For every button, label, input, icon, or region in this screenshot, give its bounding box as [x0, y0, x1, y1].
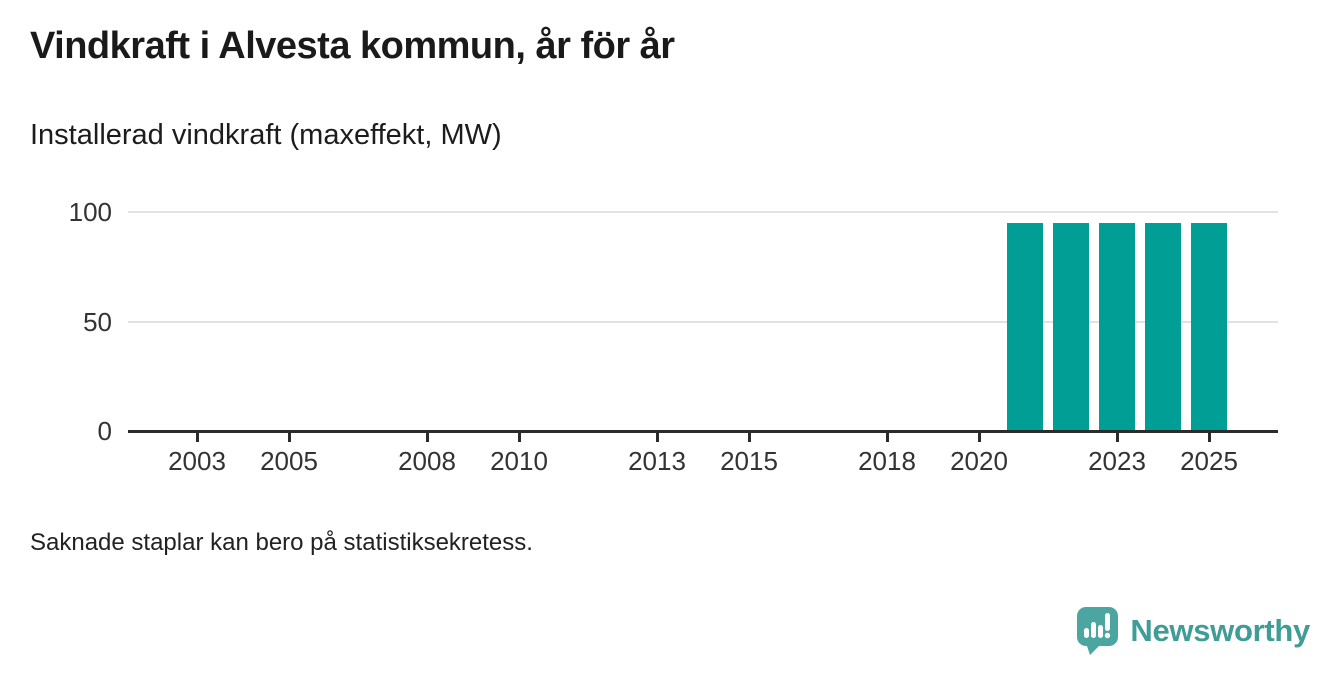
x-tick-2010: [517, 433, 521, 442]
x-axis-label-2013: 2013: [628, 446, 686, 476]
newsworthy-logo-icon: [1077, 607, 1119, 655]
chart-title: Vindkraft i Alvesta kommun, år för år: [30, 25, 675, 67]
chart-note: Saknade staplar kan bero på statistiksek…: [30, 529, 533, 556]
x-axis-label-2025: 2025: [1180, 446, 1238, 476]
newsworthy-logo-text: Newsworthy: [1130, 613, 1310, 648]
x-axis-label-2008: 2008: [398, 446, 456, 476]
bar-2024: [1145, 222, 1181, 431]
bar-2021: [1007, 222, 1043, 431]
x-tick-2018: [885, 433, 889, 442]
x-axis: [128, 430, 1278, 433]
y-axis-label-0: 0: [97, 416, 112, 446]
x-tick-2005: [287, 433, 291, 442]
bar-2025: [1191, 222, 1227, 431]
x-tick-2008: [425, 433, 429, 442]
x-tick-2025: [1207, 433, 1211, 442]
x-axis-label-2010: 2010: [490, 446, 548, 476]
x-axis-label-2015: 2015: [720, 446, 778, 476]
x-axis-label-2020: 2020: [950, 446, 1008, 476]
x-tick-2023: [1115, 433, 1119, 442]
x-axis-label-2005: 2005: [260, 446, 318, 476]
x-axis-label-2023: 2023: [1088, 446, 1146, 476]
x-tick-2013: [655, 433, 659, 442]
x-axis-label-2018: 2018: [858, 446, 916, 476]
bar-2023: [1099, 222, 1135, 431]
y-axis-label-50: 50: [83, 306, 112, 337]
x-tick-2003: [195, 433, 199, 442]
gridline-50: [128, 320, 1278, 323]
gridline-100: [128, 211, 1278, 213]
x-axis-label-2003: 2003: [168, 446, 226, 476]
x-tick-2020: [977, 433, 981, 442]
chart-subtitle: Installerad vindkraft (maxeffekt, MW): [30, 119, 502, 151]
bar-2022: [1053, 222, 1089, 431]
newsworthy-logo: Newsworthy: [1076, 606, 1310, 656]
y-axis-label-100: 100: [68, 197, 112, 227]
x-tick-2015: [747, 433, 751, 442]
